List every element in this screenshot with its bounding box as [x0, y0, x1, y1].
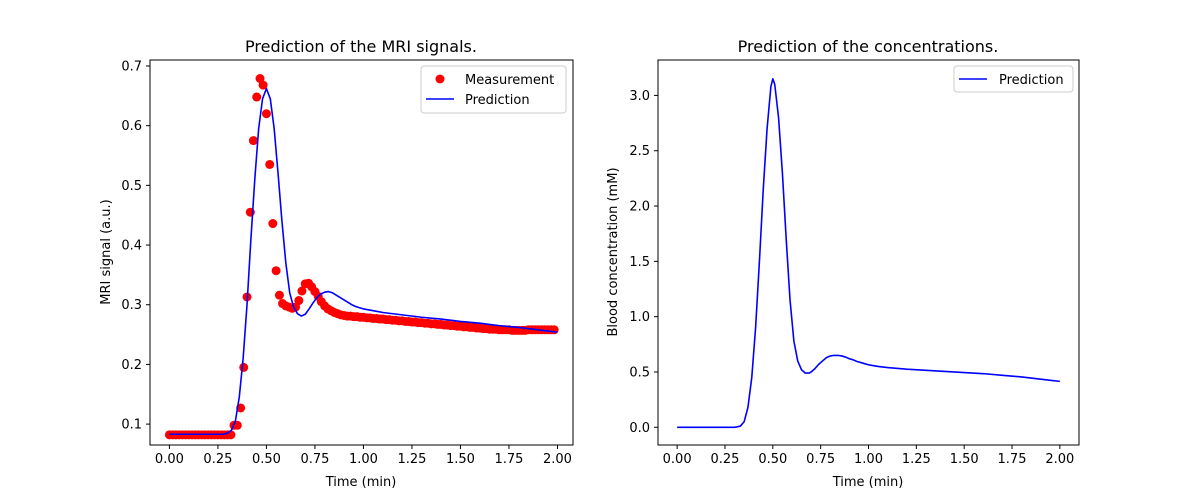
y-tick-label: 0.1	[121, 418, 142, 433]
scatter-point	[268, 219, 278, 229]
chart-title: Prediction of the concentrations.	[738, 37, 999, 56]
legend: Measurement Prediction	[420, 65, 567, 114]
scatter-point	[265, 159, 275, 169]
legend-box	[420, 65, 567, 114]
axes-frame	[657, 59, 1080, 446]
legend-box	[953, 65, 1074, 93]
legend-label-measurement: Measurement	[465, 73, 554, 88]
y-tick-label: 0.3	[121, 298, 142, 313]
x-tick-label: 1.75	[494, 452, 523, 467]
x-axis-label: Time (min)	[832, 475, 904, 490]
x-tick-label: 2.00	[543, 452, 572, 467]
y-tick-label: 1.0	[629, 310, 650, 325]
x-tick-label: 1.25	[902, 452, 931, 467]
y-tick-label: 0.7	[121, 59, 142, 74]
chart-title: Prediction of the MRI signals.	[245, 37, 477, 56]
x-tick-label: 1.25	[397, 452, 426, 467]
x-tick-label: 0.25	[711, 452, 740, 467]
scatter-point	[261, 109, 271, 119]
y-tick-label: 0.6	[121, 119, 142, 134]
scatter-point	[274, 290, 284, 300]
chart-concentrations: Prediction of the concentrations. 0.00 0.…	[606, 37, 1080, 490]
y-tick-label: 0.5	[629, 365, 650, 380]
x-tick-label: 1.00	[349, 452, 378, 467]
y-tick-label: 0.4	[121, 239, 142, 254]
y-axis-label: MRI signal (a.u.)	[99, 199, 114, 304]
x-tick-label: 1.50	[950, 452, 979, 467]
scatter-point	[297, 286, 307, 296]
series-line-prediction	[677, 78, 1060, 429]
x-tick-label: 2.00	[1045, 452, 1074, 467]
legend-label-prediction: Prediction	[999, 73, 1064, 88]
scatter-point	[294, 296, 304, 306]
scatter-point	[271, 266, 281, 276]
y-tick-label: 1.5	[629, 255, 650, 270]
scatter-point	[252, 92, 262, 102]
x-tick-label: 0.25	[203, 452, 232, 467]
x-axis-label: Time (min)	[325, 475, 397, 490]
legend: Prediction	[953, 65, 1074, 93]
y-tick-label: 0.2	[121, 358, 142, 373]
y-axis-label: Blood concentration (mM)	[606, 167, 621, 336]
scatter-point	[239, 362, 249, 372]
series-line-prediction	[169, 87, 558, 436]
y-tick-label: 0.0	[629, 421, 650, 436]
plot-area: 0.00 0.25 0.50 0.75 1.00 1.25 1.50 1.75 2.00 0.0 0…	[629, 78, 1074, 467]
scatter-point	[248, 136, 258, 146]
y-tick-label: 3.0	[629, 89, 650, 104]
x-tick-label: 0.50	[252, 452, 281, 467]
axes-frame	[149, 59, 574, 446]
y-tick-label: 2.0	[629, 200, 650, 215]
x-tick-label: 1.75	[998, 452, 1027, 467]
x-tick-label: 0.75	[300, 452, 329, 467]
x-tick-label: 0.75	[806, 452, 835, 467]
y-tick-label: 2.5	[629, 144, 650, 159]
x-tick-label: 0.50	[758, 452, 787, 467]
chart-mri-signals: Prediction of the MRI signals. 0.00 0.25 0…	[99, 37, 574, 490]
scatter-point	[226, 430, 236, 440]
scatter-point	[258, 80, 268, 90]
x-tick-label: 0.00	[663, 452, 692, 467]
legend-label-prediction: Prediction	[465, 93, 530, 108]
x-tick-label: 1.50	[446, 452, 475, 467]
y-tick-label: 0.5	[121, 179, 142, 194]
x-tick-label: 0.00	[155, 452, 184, 467]
legend-marker-measurement	[435, 74, 445, 84]
x-tick-label: 1.00	[854, 452, 883, 467]
plot-area: 0.00 0.25 0.50 0.75 1.00 1.25 1.50 1.75 2.00 0.1 0…	[121, 59, 572, 467]
